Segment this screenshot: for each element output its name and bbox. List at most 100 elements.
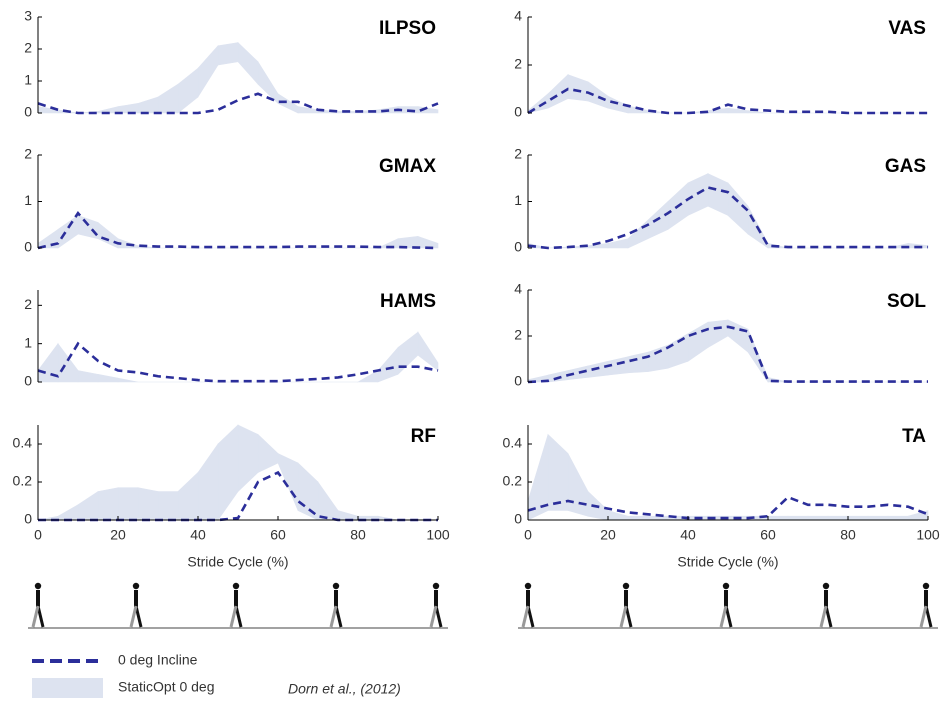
line-series <box>527 495 929 520</box>
band-segment <box>177 471 199 521</box>
band-segment <box>237 424 259 493</box>
panel-title: HAMS <box>380 291 436 312</box>
walker-leg-back <box>129 605 138 628</box>
walker-leg <box>36 605 45 628</box>
walker-icon <box>619 582 633 628</box>
walker-head <box>432 582 440 590</box>
walker-head <box>722 582 730 590</box>
x-tick-label: 80 <box>840 527 856 543</box>
y-tick-label: 0 <box>514 511 522 527</box>
band-segment <box>567 365 589 381</box>
band-segment <box>77 490 99 521</box>
walker-head <box>524 582 532 590</box>
y-tick-label: 4 <box>514 8 522 24</box>
band-segment <box>867 515 889 521</box>
band-segment <box>707 319 729 349</box>
band-segment <box>197 443 219 521</box>
y-tick-label: 2 <box>24 40 32 56</box>
panel-title: ILPSO <box>379 18 436 39</box>
legend-band-swatch <box>32 678 103 698</box>
x-tick-label: 0 <box>524 527 532 543</box>
panel-title: TA <box>902 426 926 447</box>
line-series <box>527 87 928 115</box>
y-tick-label: 1 <box>24 192 32 208</box>
walker-head <box>34 582 42 590</box>
x-tick-label: 0 <box>34 527 42 543</box>
band-segment <box>237 41 259 85</box>
walker-leg <box>234 605 243 628</box>
band-segment <box>177 67 199 114</box>
walker-leg-back <box>31 605 40 628</box>
band-segment <box>787 515 809 521</box>
y-tick-label: 2 <box>24 146 32 162</box>
band-segment <box>77 215 99 240</box>
panel-title: RF <box>411 426 436 447</box>
band-segment <box>337 510 359 521</box>
band-segment <box>547 433 569 511</box>
walker-leg-back <box>329 605 338 628</box>
x-tick-label: 60 <box>270 527 286 543</box>
line-series <box>527 325 928 384</box>
band-segment <box>97 221 119 249</box>
walker-icon <box>329 582 343 628</box>
band-segment <box>297 106 319 114</box>
y-tick-label: 0 <box>514 373 522 389</box>
walker-leg <box>334 605 343 628</box>
band-segment <box>627 351 649 374</box>
source-note: Dorn et al., (2012) <box>288 681 401 697</box>
y-tick-label: 0.4 <box>503 435 523 451</box>
band-segment <box>887 515 909 521</box>
walker-leg <box>724 605 733 628</box>
x-tick-label: 100 <box>916 527 940 543</box>
walker-head <box>132 582 140 590</box>
y-tick-label: 1 <box>24 334 32 350</box>
walker-head <box>622 582 630 590</box>
y-tick-label: 2 <box>514 327 522 343</box>
band-segment <box>217 42 239 66</box>
walker-leg-back <box>819 605 828 628</box>
band-segment <box>847 515 869 521</box>
x-tick-label: 40 <box>190 527 206 543</box>
walker-icon <box>429 582 443 628</box>
x-tick-label: 80 <box>350 527 366 543</box>
y-tick-label: 4 <box>514 281 522 297</box>
walker-icon <box>129 582 143 628</box>
legend-label: 0 deg Incline <box>118 652 198 668</box>
panel-title: SOL <box>887 291 926 312</box>
walker-leg-back <box>619 605 628 628</box>
band-segment <box>627 515 649 521</box>
band-segment <box>567 453 589 517</box>
band-segment <box>197 45 219 99</box>
y-tick-label: 1 <box>514 192 522 208</box>
line-series <box>37 341 439 383</box>
walker-leg-back <box>919 605 928 628</box>
walker-icon <box>31 582 45 628</box>
band-segment <box>77 370 99 383</box>
band-segment <box>417 235 439 249</box>
walker-icon <box>719 582 733 628</box>
band-segment <box>57 504 79 521</box>
y-tick-label: 2 <box>514 56 522 72</box>
band-segment <box>607 510 629 521</box>
y-tick-label: 0 <box>24 104 32 120</box>
walker-leg-back <box>719 605 728 628</box>
walker-leg-back <box>429 605 438 628</box>
walker-leg <box>526 605 535 628</box>
band-segment <box>157 491 179 521</box>
band-segment <box>117 103 139 114</box>
line-series <box>527 186 928 250</box>
walker-head <box>922 582 930 590</box>
walker-icon <box>521 582 535 628</box>
panel-title: GAS <box>885 156 926 177</box>
y-tick-label: 0.4 <box>13 435 33 451</box>
x-tick-label: 60 <box>760 527 776 543</box>
band-segment <box>57 214 79 249</box>
line-series <box>37 210 439 250</box>
band-segment <box>647 344 669 373</box>
band-segment <box>217 424 239 521</box>
band-segment <box>97 487 119 521</box>
x-axis-label: Stride Cycle (%) <box>187 554 288 570</box>
band-segment <box>767 515 789 521</box>
walker-leg-back <box>521 605 530 628</box>
